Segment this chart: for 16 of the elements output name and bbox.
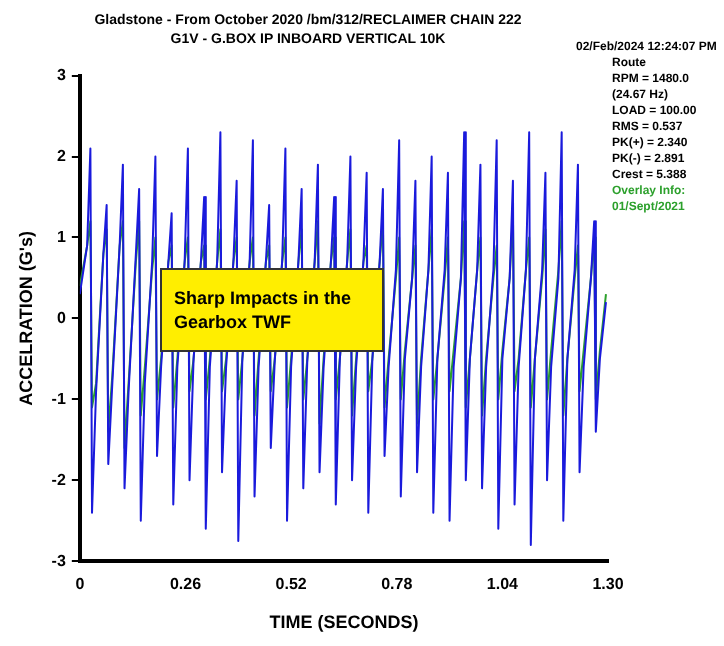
x-tick-label: 1.30 [592, 575, 625, 594]
y-tick-label: 3 [56, 66, 67, 85]
y-tick-label: 0 [56, 308, 67, 327]
y-axis-title: ACCELRATION (G's) [15, 230, 36, 406]
y-tick-label: 1 [56, 227, 67, 246]
y-tick-label: -1 [51, 389, 67, 408]
y-tick-label: 2 [56, 146, 67, 165]
x-tick-label: 1.04 [486, 575, 520, 594]
annotation: Sharp Impacts in the Gearbox TWF [160, 268, 384, 352]
x-tick-label: 0.52 [275, 575, 308, 594]
x-axis-title: TIME (SECONDS) [269, 612, 419, 633]
y-tick-label: -3 [51, 551, 67, 570]
y-tick-label: -2 [51, 470, 67, 489]
x-tick-label: 0.78 [381, 575, 414, 594]
x-tick-label: 0 [75, 575, 86, 594]
x-tick-label: 0.26 [169, 575, 203, 594]
